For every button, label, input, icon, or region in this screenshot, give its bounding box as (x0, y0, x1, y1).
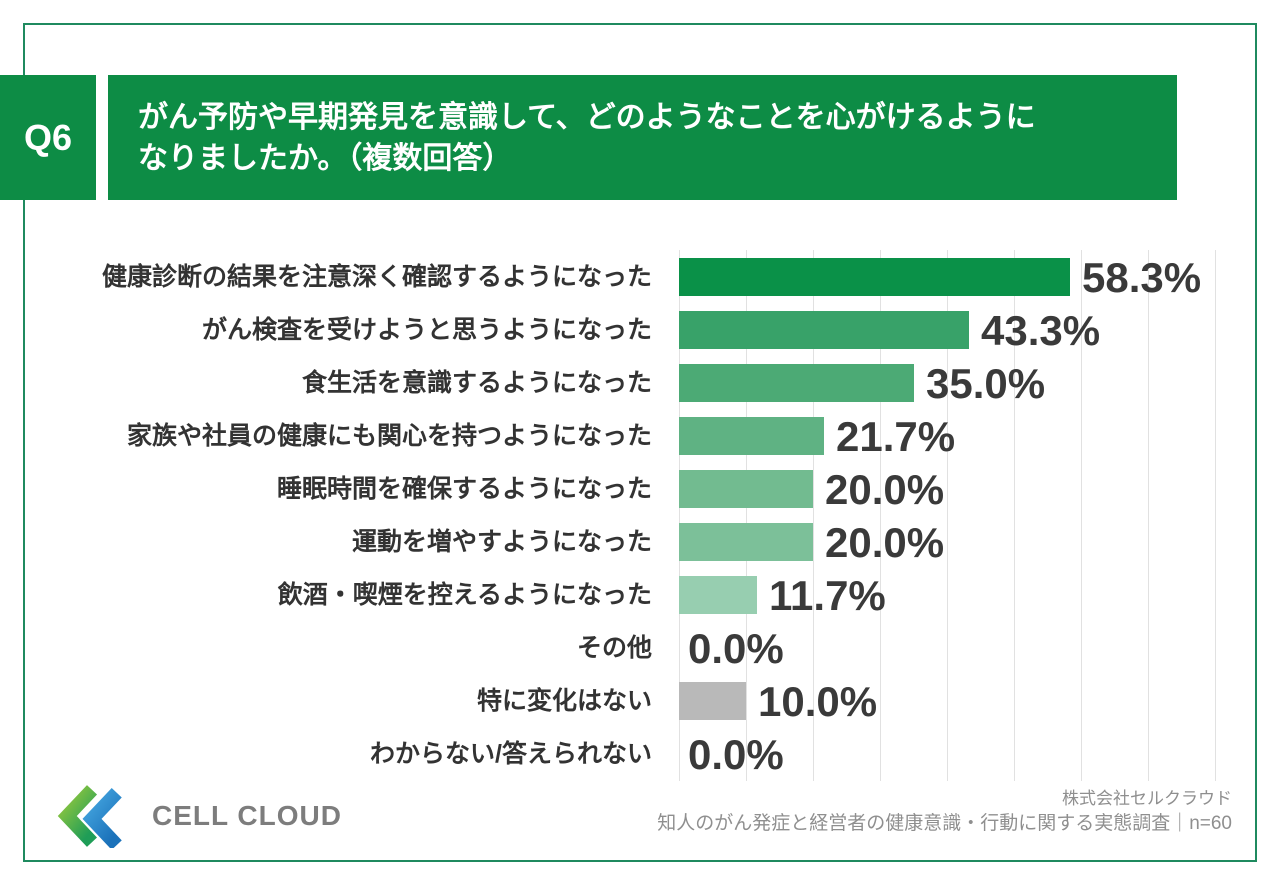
chart-row: その他 0.0% (0, 622, 1280, 675)
bar (679, 417, 824, 455)
logo-wordmark: CELL CLOUD (152, 800, 342, 831)
gridline (813, 250, 814, 781)
gridline (880, 250, 881, 781)
chart-row: 飲酒・喫煙を控えるようになった 11.7% (0, 569, 1280, 622)
chart-gridlines (679, 250, 1225, 781)
bar (679, 470, 813, 508)
value-label: 11.7% (769, 572, 886, 619)
category-label: 飲酒・喫煙を控えるようになった (277, 581, 652, 609)
value-label: 10.0% (758, 678, 878, 725)
question-number-label: Q6 (23, 116, 73, 158)
category-label: 睡眠時間を確保するようになった (276, 475, 652, 503)
category-label: 家族や社員の健康にも関心を持つようになった (126, 422, 652, 450)
bar (679, 523, 813, 561)
gridline (947, 250, 948, 781)
question-title-line1: がん予防や早期発見を意識して、どのようなことを心がけるように (138, 100, 1036, 134)
chart-row: 家族や社員の健康にも関心を持つようになった 21.7% (0, 410, 1280, 463)
value-label: 0.0% (688, 731, 784, 778)
chart-row: わからない/答えられない 0.0% (0, 728, 1280, 781)
chart-row: 健康診断の結果を注意深く確認するようになった 58.3% (0, 251, 1280, 304)
value-label: 20.0% (825, 519, 945, 566)
footer-survey-title: 知人のがん発症と経営者の健康意識・行動に関する実態調査｜n=60 (657, 813, 1232, 834)
question-title-line2: なりましたか。（複数回答） (138, 141, 513, 175)
gridline (1148, 250, 1149, 781)
cell-cloud-logo-icon (57, 785, 124, 848)
gridline (746, 250, 747, 781)
value-label: 20.0% (825, 466, 945, 513)
category-label: 食生活を意識するようになった (301, 369, 652, 397)
bar-chart: 健康診断の結果を注意深く確認するようになった 58.3% がん検査を受けようと思うよ… (0, 251, 1280, 781)
bar (679, 576, 757, 614)
bar (679, 258, 1070, 296)
value-label: 43.3% (981, 307, 1101, 354)
question-number-badge: Q6 (0, 75, 96, 200)
gridline (1215, 250, 1216, 781)
gridline (1014, 250, 1015, 781)
category-label: 特に変化はない (476, 687, 652, 715)
category-label: その他 (576, 634, 652, 662)
chart-row: がん検査を受けようと思うようになった 43.3% (0, 304, 1280, 357)
gridline (1081, 250, 1082, 781)
chart-row: 食生活を意識するようになった 35.0% (0, 357, 1280, 410)
chart-row: 特に変化はない 10.0% (0, 675, 1280, 728)
value-label: 0.0% (688, 625, 784, 672)
bar (679, 364, 914, 402)
category-label: 運動を増やすようになった (351, 528, 652, 556)
gridline (679, 250, 680, 781)
bar (679, 311, 969, 349)
value-label: 21.7% (836, 413, 956, 460)
category-label: 健康診断の結果を注意深く確認するようになった (101, 263, 652, 291)
category-label: わからない/答えられない (370, 740, 652, 768)
category-label: がん検査を受けようと思うようになった (201, 316, 652, 344)
footer-attribution: 株式会社セルクラウド 知人のがん発症と経営者の健康意識・行動に関する実態調査｜n… (657, 788, 1232, 837)
value-label: 58.3% (1082, 254, 1202, 301)
value-label: 35.0% (926, 360, 1046, 407)
footer-company-name: 株式会社セルクラウド (1062, 789, 1232, 808)
bar (679, 682, 746, 720)
outer-frame-border (23, 23, 1257, 862)
question-title-banner: がん予防や早期発見を意識して、どのようなことを心がけるように なりましたか。（複… (108, 75, 1177, 200)
chart-row: 運動を増やすようになった 20.0% (0, 516, 1280, 569)
chart-row: 睡眠時間を確保するようになった 20.0% (0, 463, 1280, 516)
